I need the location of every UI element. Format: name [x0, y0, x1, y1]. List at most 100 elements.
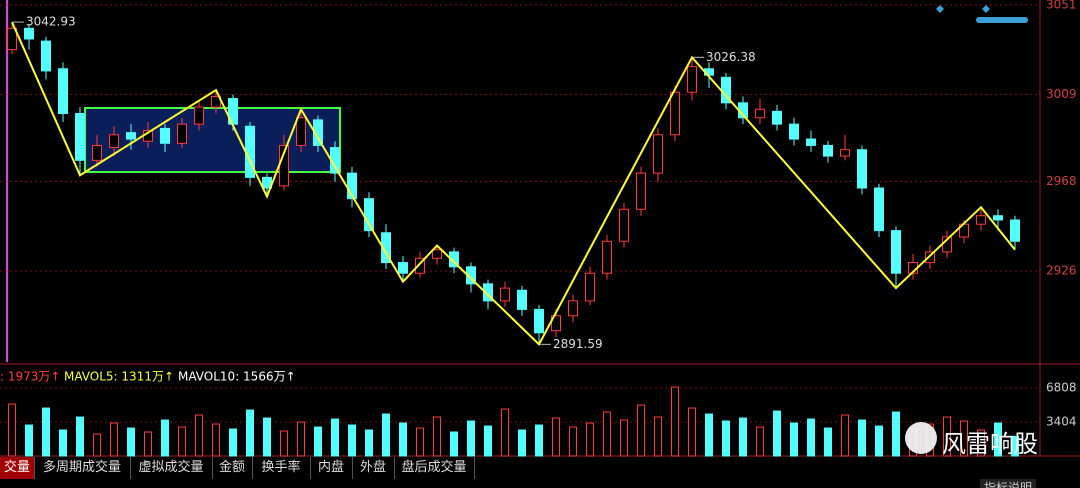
- volume-bar: [637, 404, 645, 457]
- tab[interactable]: 金额: [212, 457, 253, 479]
- y-tick-label: 3404: [1046, 414, 1077, 428]
- volume-bar: [858, 419, 866, 457]
- volume-bar: [875, 425, 883, 457]
- candle-body: [75, 112, 85, 161]
- volume-bar: [807, 418, 815, 457]
- legend-entry: MAVOL5: 1311万↑: [64, 370, 174, 384]
- annotation: 3026.38: [706, 50, 756, 64]
- volume-bar: [688, 407, 696, 457]
- candle-body: [619, 208, 629, 242]
- y-tick-label: 2968: [1046, 174, 1077, 188]
- tab[interactable]: 盘后成交量: [394, 457, 475, 479]
- candle-body: [500, 287, 510, 302]
- candle-body: [364, 198, 374, 232]
- volume-bar: [127, 427, 135, 457]
- candle-body: [398, 262, 408, 274]
- candle-body: [211, 95, 221, 108]
- volume-bar: [212, 423, 220, 457]
- volume-bar: [603, 411, 611, 457]
- candle-body: [874, 187, 884, 232]
- volume-bar: [824, 427, 832, 457]
- volume-bar: [314, 426, 322, 457]
- volume-bar: [433, 416, 441, 457]
- volume-bar: [297, 421, 305, 457]
- volume-bar: [416, 427, 424, 457]
- candle-body: [177, 123, 187, 144]
- volume-bar: [331, 418, 339, 457]
- legend-entry: : 1973万↑: [0, 370, 60, 384]
- tab[interactable]: 内盘: [310, 457, 353, 479]
- candle-body: [41, 40, 51, 72]
- volume-bar: [93, 433, 101, 457]
- annotation: 3042.93: [26, 15, 76, 29]
- candle-body: [109, 134, 119, 149]
- volume-bar: [263, 417, 271, 457]
- volume-bar: [246, 409, 254, 457]
- annotation: 2891.59: [553, 337, 603, 351]
- y-tick-label: 3051: [1046, 0, 1077, 11]
- candle-body: [602, 240, 612, 274]
- candle-body: [160, 127, 170, 144]
- candle-body: [772, 110, 782, 125]
- y-tick-label: 3009: [1046, 87, 1077, 101]
- volume-bar: [892, 411, 900, 457]
- candle-body: [381, 232, 391, 264]
- volume-bar: [484, 425, 492, 457]
- candle-body: [483, 283, 493, 302]
- candle-body: [432, 249, 442, 259]
- volume-bar: [654, 416, 662, 457]
- volume-bar: [280, 430, 288, 457]
- volume-bar: [365, 429, 373, 457]
- y-tick-label: 2926: [1046, 264, 1077, 278]
- volume-bar: [161, 419, 169, 457]
- volume-bar: [25, 424, 33, 457]
- candle-body: [347, 172, 357, 200]
- candle-body: [551, 315, 561, 332]
- watermark: 风雷响股: [942, 430, 1038, 458]
- volume-bar: [399, 422, 407, 457]
- volume-bar: [705, 413, 713, 457]
- candle-body: [823, 144, 833, 157]
- candle-body: [789, 123, 799, 140]
- volume-bar: [739, 417, 747, 457]
- candle-body: [636, 172, 646, 210]
- tab[interactable]: 换手率: [252, 457, 311, 479]
- candle-body: [568, 300, 578, 317]
- tab[interactable]: 外盘: [352, 457, 395, 479]
- volume-bar: [8, 403, 16, 457]
- candle-body: [840, 149, 850, 157]
- candle-body: [755, 108, 765, 119]
- volume-bar: [620, 419, 628, 457]
- legend-entry: MAVOL10: 1566万↑: [178, 370, 296, 384]
- tab[interactable]: 虚拟成交量: [130, 457, 213, 479]
- footer-button[interactable]: 指标说明: [980, 479, 1037, 488]
- watermark-icon: [905, 422, 937, 454]
- volume-bar: [994, 422, 1002, 457]
- candle-body: [534, 308, 544, 334]
- candle-body: [806, 138, 816, 146]
- candle-body: [58, 68, 68, 114]
- y-tick-label: 6808: [1046, 380, 1077, 394]
- volume-bar: [552, 417, 560, 457]
- candle-body: [891, 230, 901, 274]
- candle-body: [653, 134, 663, 174]
- candle-body: [993, 215, 1003, 221]
- tab[interactable]: 交量: [0, 457, 35, 479]
- volume-bar: [535, 424, 543, 457]
- candle-body: [296, 117, 306, 146]
- volume-bar: [76, 416, 84, 457]
- candle-body: [449, 251, 459, 268]
- volume-bar: [841, 414, 849, 457]
- tab[interactable]: 多周期成交量: [34, 457, 131, 479]
- volume-bar: [501, 408, 509, 457]
- volume-bar: [229, 428, 237, 457]
- candle-body: [313, 119, 323, 146]
- candle-body: [976, 215, 986, 225]
- volume-bar: [42, 407, 50, 457]
- candle-body: [1010, 219, 1020, 242]
- volume-bar: [1011, 435, 1019, 457]
- candle-body: [92, 144, 102, 161]
- volume-bar: [382, 413, 390, 457]
- volume-bar: [671, 386, 679, 457]
- volume-bar: [450, 431, 458, 457]
